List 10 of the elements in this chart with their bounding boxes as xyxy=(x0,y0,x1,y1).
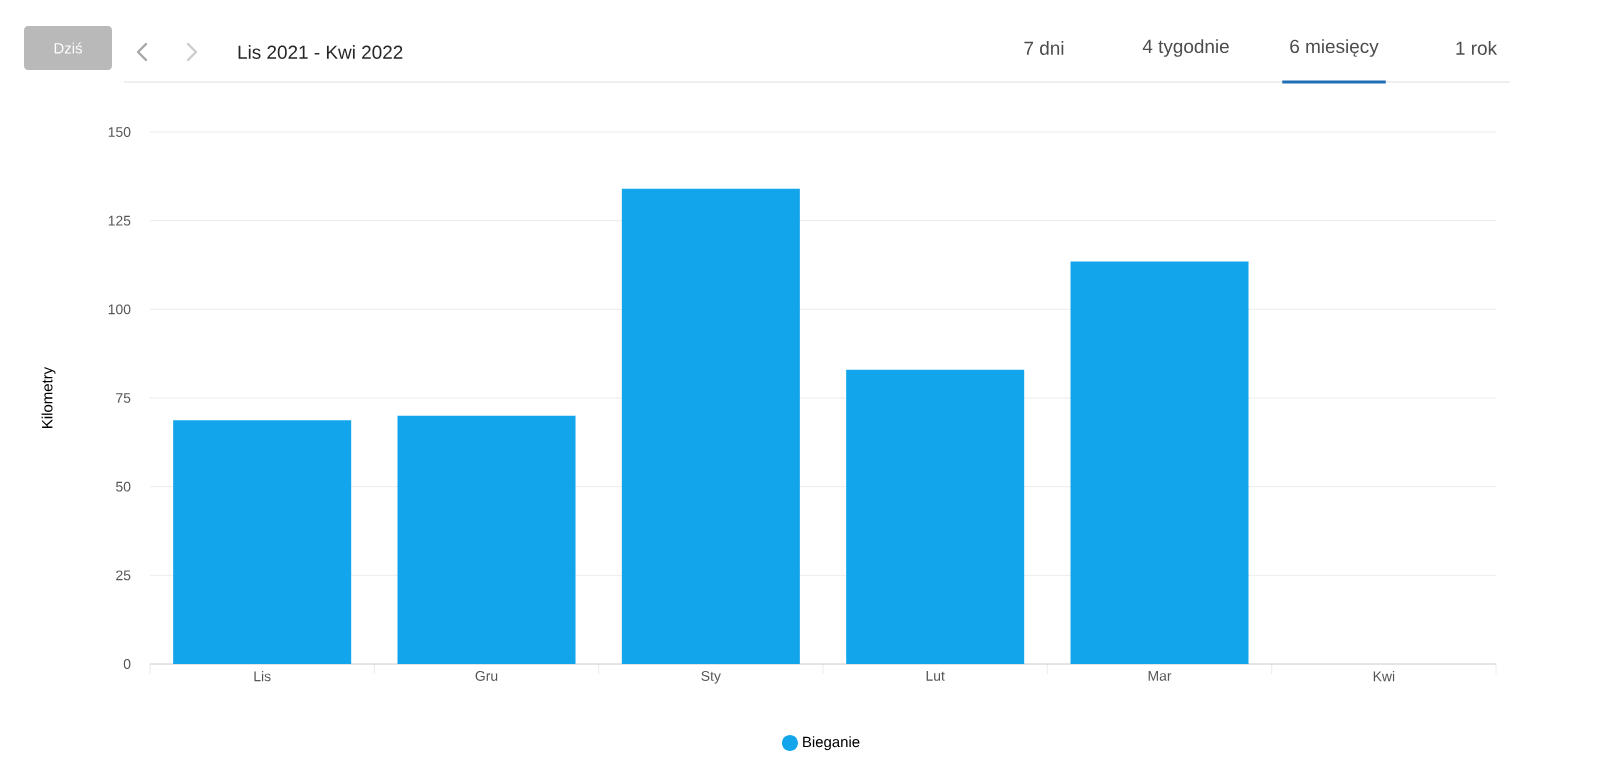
chart-title: Lis 2021 - Kwi 2022 xyxy=(238,45,403,59)
text: 7 dni xyxy=(1024,41,1064,55)
text: 1 rok xyxy=(1456,41,1498,55)
bar xyxy=(846,369,1025,664)
text: 4 tygodnie xyxy=(1142,39,1229,57)
text: 6 miesięcy xyxy=(1290,39,1379,57)
bar xyxy=(397,415,576,664)
bar xyxy=(1070,261,1249,664)
bar xyxy=(173,420,352,664)
bar xyxy=(621,188,800,664)
